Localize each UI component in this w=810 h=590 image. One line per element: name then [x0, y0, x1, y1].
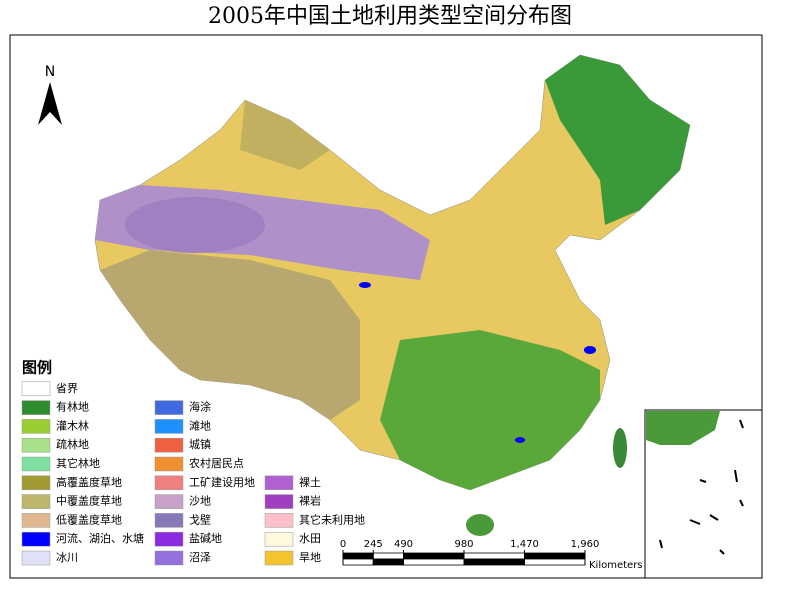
legend-label: 滩地 — [189, 418, 211, 432]
legend-label: 旱地 — [299, 551, 321, 564]
legend-swatch — [154, 494, 184, 509]
china-map — [94, 54, 691, 536]
legend-label: 低覆盖度草地 — [56, 512, 122, 526]
basin — [125, 197, 265, 253]
northeast-forest — [545, 55, 690, 225]
legend-label: 盐碱地 — [189, 532, 222, 545]
legend-swatch — [264, 494, 294, 509]
legend-swatch — [21, 381, 51, 397]
legend-label: 灌木林 — [56, 418, 89, 432]
scale-segment — [524, 552, 586, 560]
south-forest — [380, 330, 600, 490]
north-arrow: N — [38, 64, 62, 125]
lake — [359, 282, 371, 288]
legend-swatch — [154, 400, 184, 415]
legend-swatch — [154, 531, 184, 547]
legend-label: 省界 — [56, 382, 78, 395]
scale-segment — [403, 552, 465, 560]
legend-swatch — [21, 400, 51, 415]
legend-swatch — [21, 550, 51, 566]
legend-swatch — [21, 513, 51, 528]
legend-label: 有林地 — [56, 400, 89, 414]
legend-label: 海涂 — [189, 400, 211, 414]
map-title: 2005年中国土地利用类型空间分布图 — [208, 4, 572, 29]
legend-label: 城镇 — [189, 437, 211, 451]
legend-swatch — [264, 531, 294, 547]
scale-segment — [372, 558, 404, 566]
legend-title: 图例 — [22, 359, 52, 377]
scale-bar: 0 245 490 980 1,470 1,960 Kilometers — [340, 539, 643, 571]
legend-swatch — [21, 419, 51, 434]
scale-segment — [524, 558, 586, 566]
scale-unit: Kilometers — [589, 560, 643, 571]
legend-swatch — [264, 475, 294, 491]
legend-label: 中覆盖度草地 — [56, 494, 122, 508]
legend-label: 农村居民点 — [189, 456, 244, 470]
legend-swatch — [21, 475, 51, 491]
legend-label: 冰川 — [56, 551, 78, 564]
legend-label: 沙地 — [189, 495, 211, 508]
legend-label: 其它林地 — [56, 456, 100, 470]
legend-label: 戈壁 — [189, 512, 211, 526]
scale-segment — [372, 552, 404, 560]
legend-swatch — [264, 550, 294, 566]
legend-label: 沼泽 — [189, 550, 211, 564]
scale-segment — [342, 558, 374, 566]
hainan — [466, 514, 494, 536]
legend-label: 裸岩 — [299, 494, 321, 508]
legend-label: 裸土 — [299, 475, 321, 489]
legend-label: 疏林地 — [56, 437, 89, 451]
scale-tick-label: 245 — [364, 539, 383, 550]
scale-tick-label: 980 — [454, 539, 473, 550]
inset-land — [646, 411, 720, 445]
scale-tick-label: 0 — [340, 539, 346, 550]
scale-segment — [463, 558, 525, 566]
legend-swatch — [154, 513, 184, 528]
scale-segment — [342, 552, 374, 560]
north-arrow-shape — [38, 82, 62, 125]
legend-swatch — [21, 437, 51, 453]
legend-swatch — [21, 456, 51, 472]
islands — [659, 419, 744, 555]
legend-swatch — [154, 550, 184, 566]
inset — [644, 409, 763, 579]
legend-swatch — [154, 456, 184, 472]
legend-label: 工矿建设用地 — [189, 475, 255, 489]
legend-swatch — [264, 513, 294, 528]
lake — [515, 437, 525, 443]
taiwan — [613, 428, 627, 468]
scale-segment — [463, 552, 525, 560]
legend: 省界有林地灌木林疏林地其它林地高覆盖度草地中覆盖度草地低覆盖度草地河流、湖泊、水… — [21, 381, 365, 566]
legend-label: 水田 — [299, 532, 321, 545]
scale-tick-label: 1,470 — [510, 539, 539, 550]
scale-segment — [403, 558, 465, 566]
lake — [584, 346, 596, 354]
scale-tick-label: 490 — [394, 539, 413, 550]
legend-label: 河流、湖泊、水塘 — [56, 531, 144, 545]
legend-swatch — [154, 437, 184, 453]
legend-swatch — [154, 419, 184, 434]
legend-label: 其它未利用地 — [299, 512, 365, 526]
plateau — [100, 250, 360, 420]
north-label: N — [45, 64, 55, 80]
scale-tick-label: 1,960 — [571, 539, 600, 550]
legend-label: 高覆盖度草地 — [56, 475, 122, 489]
north-steppe — [240, 100, 330, 170]
legend-swatch — [154, 475, 184, 491]
legend-swatch — [21, 494, 51, 509]
legend-swatch — [21, 531, 51, 547]
